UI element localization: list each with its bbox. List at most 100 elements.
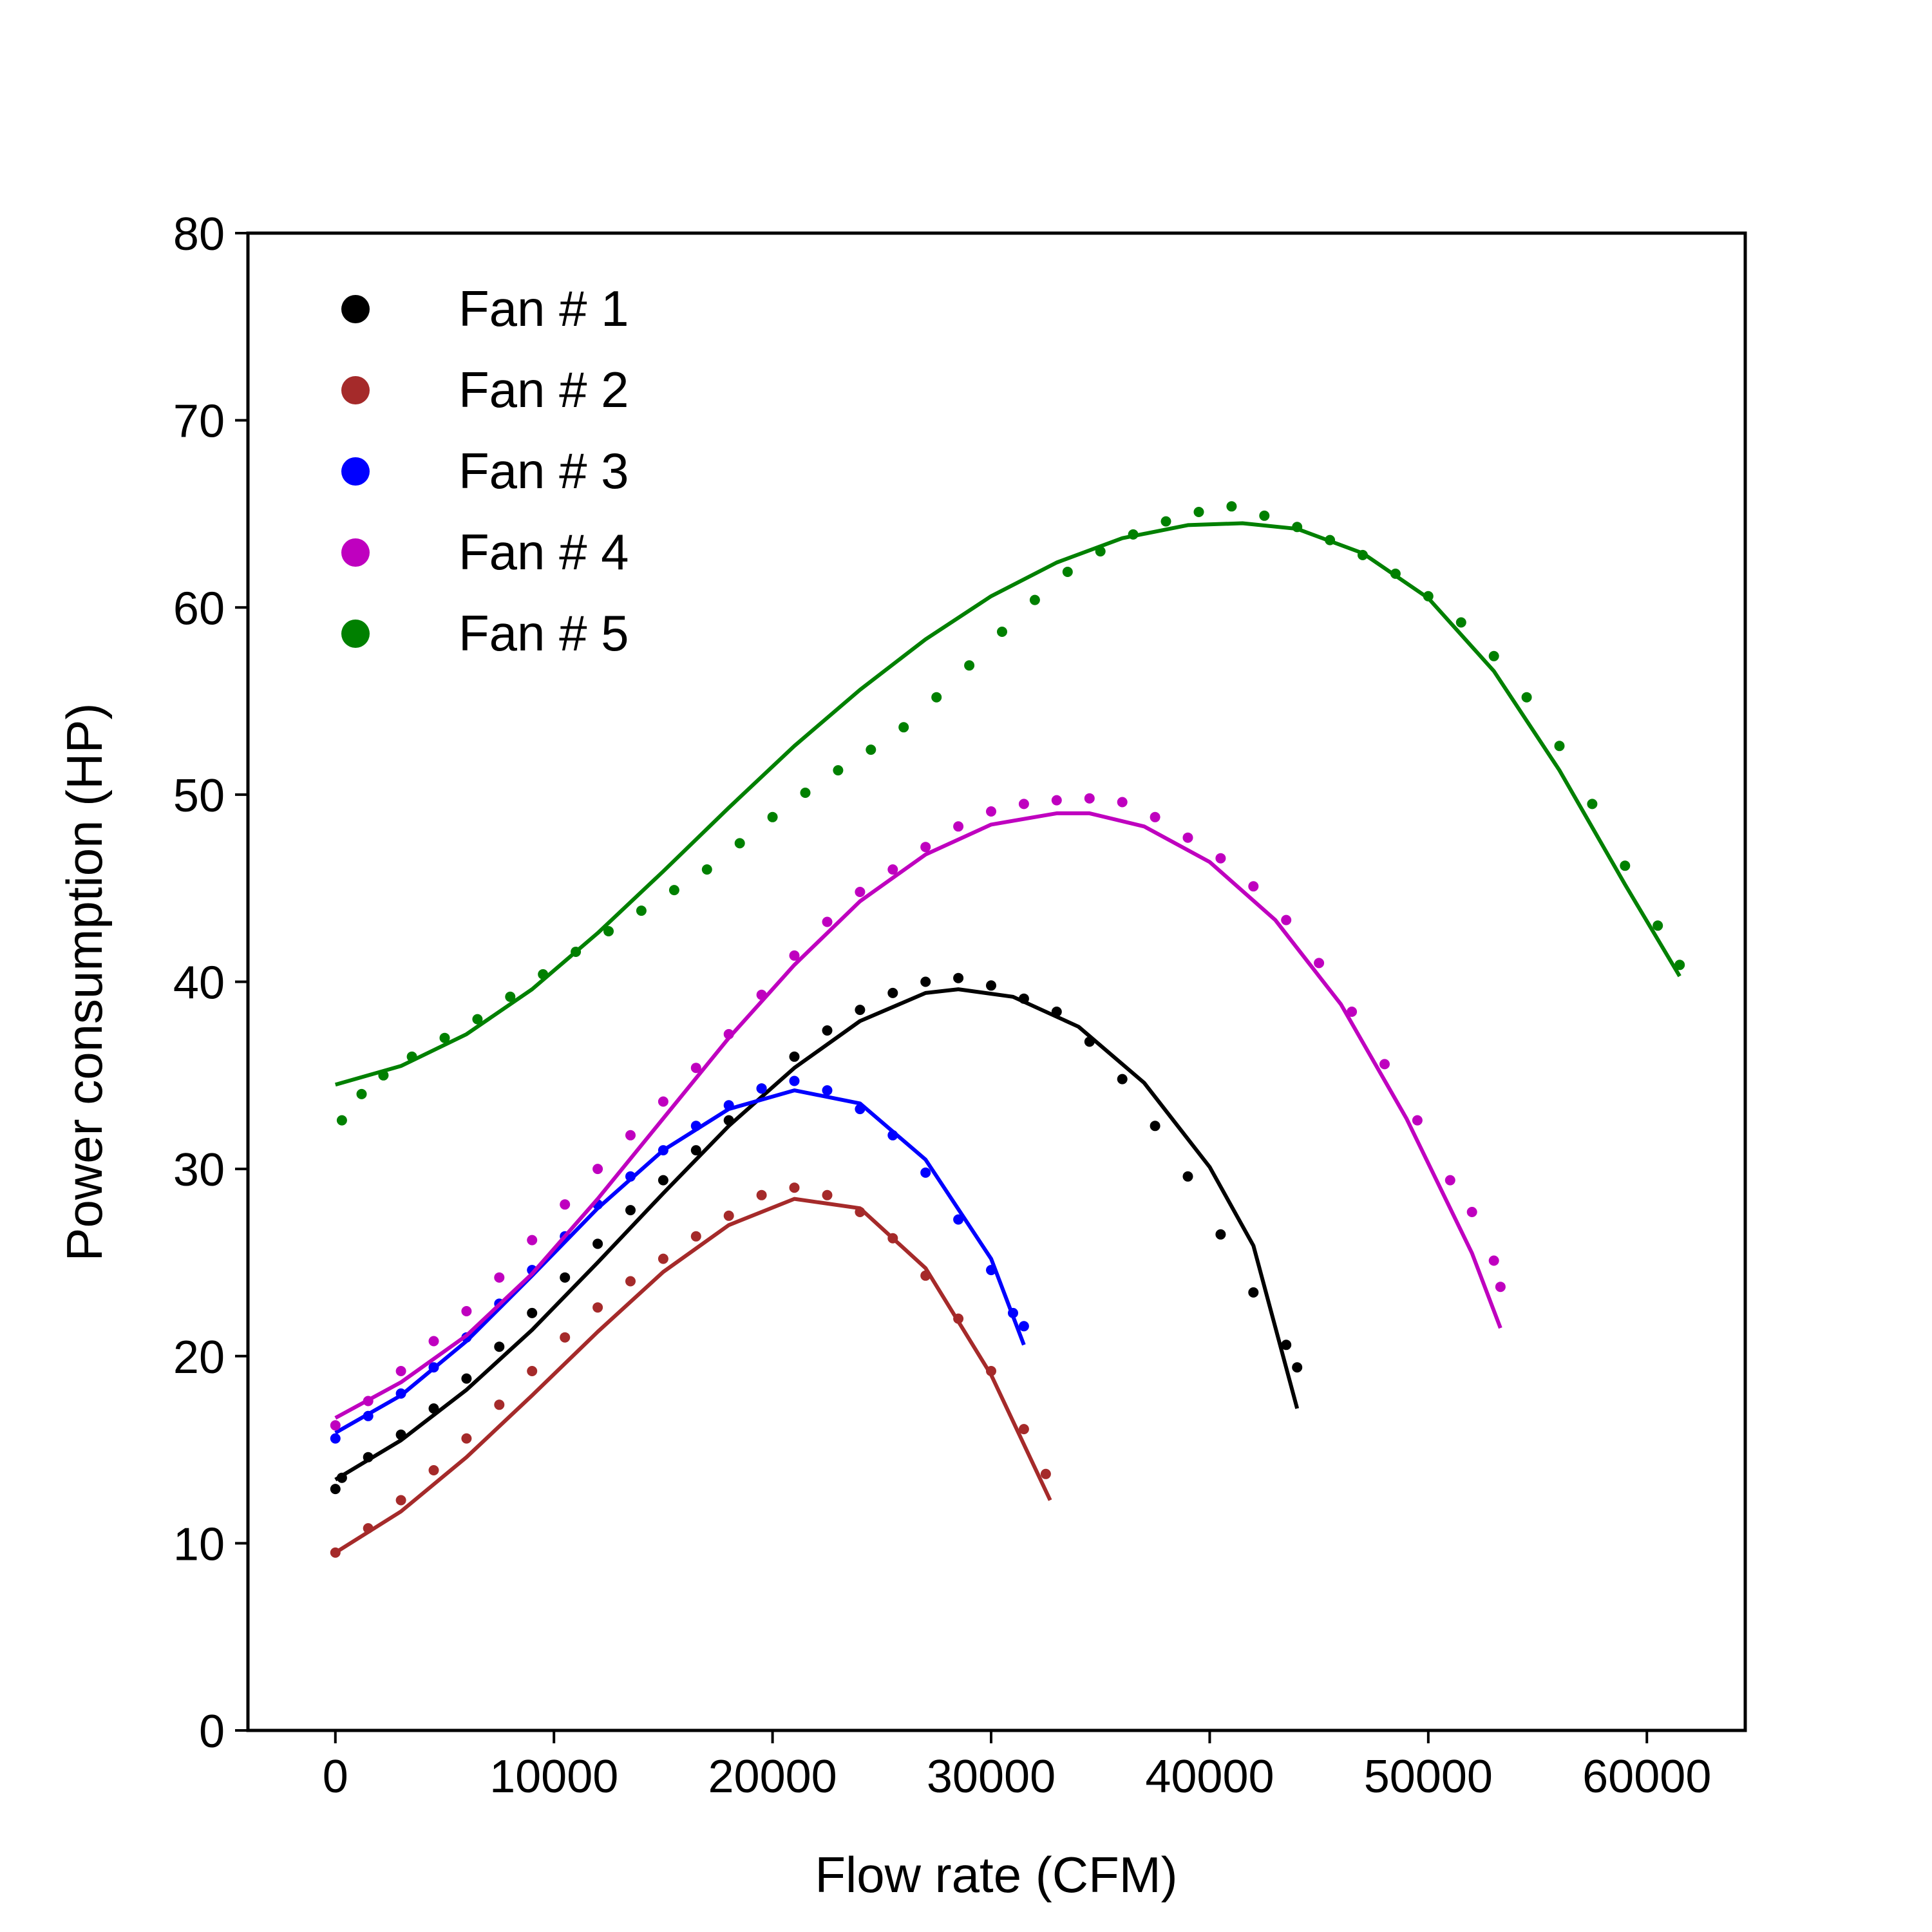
data-point — [625, 1276, 636, 1287]
data-point — [690, 1063, 701, 1074]
data-point — [330, 1433, 341, 1444]
y-tick-label: 40 — [173, 958, 225, 1009]
data-point — [527, 1235, 538, 1245]
axes-layer: 0 10000 20000 30000 40000 50000 60000 0 10 20 30 40… — [173, 209, 1711, 1803]
data-point — [603, 926, 614, 936]
data-point — [1018, 1424, 1029, 1435]
data-point — [1587, 799, 1598, 810]
data-point — [1051, 795, 1062, 806]
data-point — [986, 1265, 996, 1276]
data-point — [668, 885, 679, 896]
data-point — [1128, 529, 1139, 540]
data-point — [1554, 741, 1565, 752]
series-1 — [330, 972, 1303, 1495]
data-point — [461, 1306, 472, 1316]
data-point — [461, 1373, 472, 1384]
fit-line — [334, 1197, 1052, 1555]
data-point — [356, 1088, 367, 1099]
data-point — [898, 722, 909, 733]
data-point — [1040, 1468, 1051, 1479]
data-point — [1674, 960, 1685, 971]
data-point — [1248, 1287, 1259, 1298]
data-point — [964, 660, 975, 671]
y-tick-label: 20 — [173, 1332, 225, 1383]
legend-label: Fan # 5 — [459, 605, 629, 661]
data-point — [1160, 516, 1171, 527]
data-point — [363, 1410, 374, 1421]
data-point — [560, 1199, 571, 1210]
data-point — [1018, 993, 1029, 1004]
data-point — [734, 838, 745, 849]
data-point — [538, 969, 549, 980]
data-point — [855, 887, 866, 897]
legend-label: Fan # 3 — [459, 442, 629, 499]
data-point — [1495, 1282, 1506, 1293]
data-point — [1620, 860, 1631, 871]
data-point — [833, 765, 844, 776]
data-point — [592, 1238, 603, 1249]
data-point — [1018, 1321, 1029, 1332]
data-point — [395, 1429, 406, 1440]
data-point — [920, 842, 931, 853]
data-point — [1281, 1340, 1292, 1350]
data-point — [1117, 797, 1128, 808]
data-point — [1018, 799, 1029, 810]
data-point — [571, 947, 582, 957]
legend-marker — [341, 457, 370, 486]
data-point — [953, 821, 964, 832]
data-point — [1466, 1207, 1477, 1217]
data-point — [953, 1214, 964, 1225]
data-point — [920, 1167, 931, 1178]
y-tick-label: 50 — [173, 770, 225, 822]
data-point — [1226, 501, 1237, 512]
data-point — [395, 1366, 406, 1376]
legend-label: Fan # 4 — [459, 524, 629, 580]
legend-marker — [341, 620, 370, 648]
data-point — [428, 1403, 439, 1414]
x-tick-label: 30000 — [927, 1751, 1056, 1803]
y-axis-label: Power consumption (HP) — [56, 703, 113, 1262]
data-point — [439, 1032, 450, 1043]
data-point — [336, 1472, 347, 1483]
data-point — [1358, 549, 1368, 560]
data-point — [1314, 958, 1325, 969]
data-point — [658, 1175, 668, 1186]
x-tick-label: 60000 — [1582, 1751, 1711, 1803]
data-point — [1150, 811, 1160, 822]
data-point — [636, 905, 647, 916]
data-point — [472, 1014, 483, 1025]
x-tick-label: 20000 — [708, 1751, 837, 1803]
data-point — [395, 1388, 406, 1399]
data-point — [1193, 507, 1204, 517]
data-point — [997, 627, 1007, 637]
data-point — [1325, 535, 1336, 545]
data-point — [756, 1189, 767, 1200]
data-point — [1390, 568, 1401, 579]
legend-label: Fan # 2 — [459, 361, 629, 418]
legend: Fan # 1 Fan # 2 Fan # 3 Fan # 4 Fan # 5 — [341, 280, 629, 661]
x-tick-label: 10000 — [489, 1751, 618, 1803]
fit-line — [334, 521, 1681, 1087]
data-point — [625, 1171, 636, 1182]
y-tick-label: 10 — [173, 1519, 225, 1570]
data-point — [690, 1145, 701, 1156]
legend-marker — [341, 295, 370, 323]
data-point — [1084, 793, 1095, 804]
data-point — [1259, 510, 1270, 521]
data-point — [560, 1332, 571, 1343]
data-point — [800, 788, 811, 798]
data-point — [1444, 1175, 1455, 1186]
data-point — [527, 1366, 538, 1376]
data-point — [887, 1130, 898, 1141]
data-point — [855, 1207, 866, 1217]
data-point — [866, 744, 876, 755]
data-point — [1423, 591, 1434, 601]
y-tick-label: 80 — [173, 209, 225, 260]
data-point — [592, 1164, 603, 1175]
series-5 — [334, 501, 1685, 1126]
data-point — [920, 1270, 931, 1281]
data-point — [723, 1100, 734, 1111]
data-point — [1653, 920, 1663, 931]
series-layer — [330, 501, 1685, 1558]
